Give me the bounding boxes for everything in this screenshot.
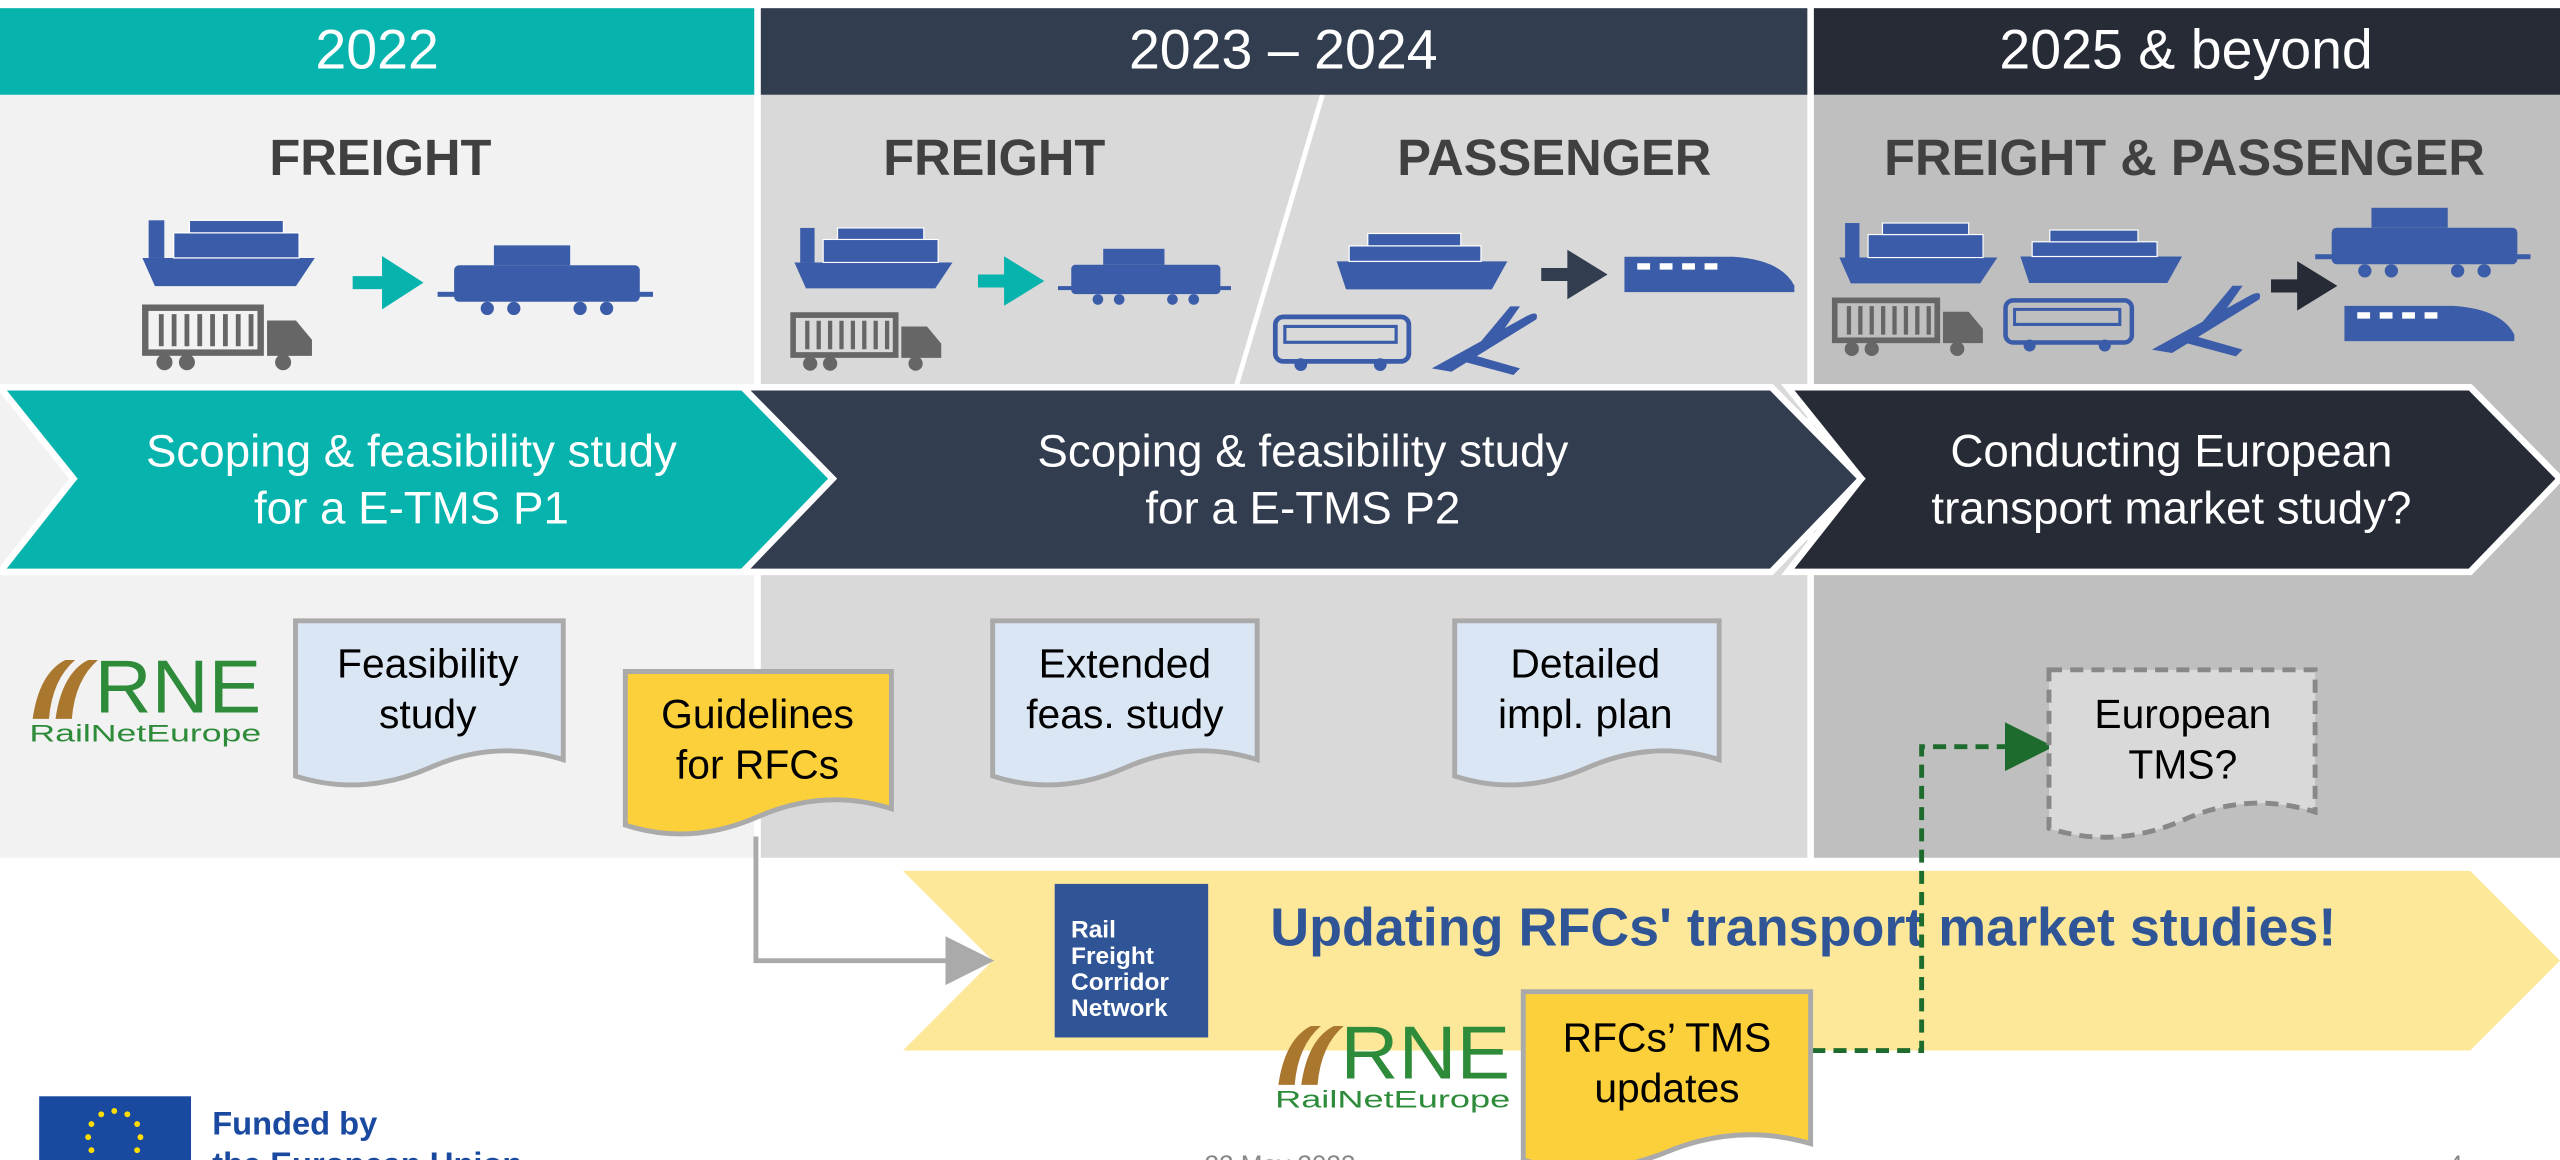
segment-label: FREIGHT: [269, 129, 491, 186]
doc-text: TMS?: [2128, 742, 2237, 788]
segment-label: PASSENGER: [1397, 129, 1711, 186]
phase-text: Scoping & feasibility study: [1037, 425, 1568, 476]
page-number: 4: [2448, 1149, 2463, 1160]
phase-chevron: [1788, 387, 2560, 572]
doc-text: European: [2094, 691, 2271, 737]
rfc-logo-text: Network: [1071, 995, 1168, 1022]
segment-label: FREIGHT: [883, 129, 1105, 186]
rfc-logo-text: Rail: [1071, 917, 1116, 944]
rne-name: RailNetEurope: [29, 721, 261, 748]
footer-date: 22 May 2023: [1204, 1149, 1355, 1160]
column-title: 2023 – 2024: [1129, 19, 1438, 81]
phase-text: Conducting European: [1950, 425, 2392, 476]
slide: 2022 2023 – 2024 2025 & beyond FREIGHT F…: [0, 0, 2560, 1160]
doc-text: RFCs’ TMS: [1563, 1015, 1772, 1061]
eu-flag: [39, 1096, 191, 1160]
doc-text: for RFCs: [676, 742, 839, 788]
phase-chevron: [743, 387, 1861, 572]
column-title: 2022: [315, 19, 438, 81]
doc-text: Feasibility: [337, 640, 519, 686]
rne-name: RailNetEurope: [1275, 1087, 1510, 1114]
phase-text: for a E-TMS P1: [254, 482, 569, 533]
phase-text: transport market study?: [1931, 482, 2411, 533]
doc-text: updates: [1594, 1065, 1739, 1111]
rfc-logo-text: Freight: [1071, 943, 1154, 970]
funded-text: Funded by: [212, 1104, 377, 1141]
phase-chevron: [0, 387, 833, 572]
rne-mark: RNE: [1340, 1011, 1510, 1095]
doc-text: Detailed: [1510, 640, 1660, 686]
segment-label: FREIGHT & PASSENGER: [1884, 129, 2485, 186]
phase-text: for a E-TMS P2: [1145, 482, 1460, 533]
doc-text: impl. plan: [1498, 691, 1673, 737]
doc-text: feas. study: [1026, 691, 1224, 737]
page: {"columns":[{"title":"2022"},{"title":"2…: [0, 0, 2560, 1160]
banner-text: Updating RFCs' transport market studies!: [1270, 897, 2336, 957]
doc-text: Extended: [1039, 640, 1211, 686]
content: 2022 2023 – 2024 2025 & beyond FREIGHT F…: [0, 8, 2560, 1160]
doc-text: Guidelines: [661, 691, 854, 737]
rne-mark: RNE: [95, 645, 262, 729]
rfc-logo-text: Corridor: [1071, 969, 1169, 996]
phase-text: Scoping & feasibility study: [146, 425, 677, 476]
funded-text: the European Union: [212, 1145, 522, 1160]
column-title: 2025 & beyond: [1999, 19, 2372, 81]
doc-text: study: [379, 691, 477, 737]
